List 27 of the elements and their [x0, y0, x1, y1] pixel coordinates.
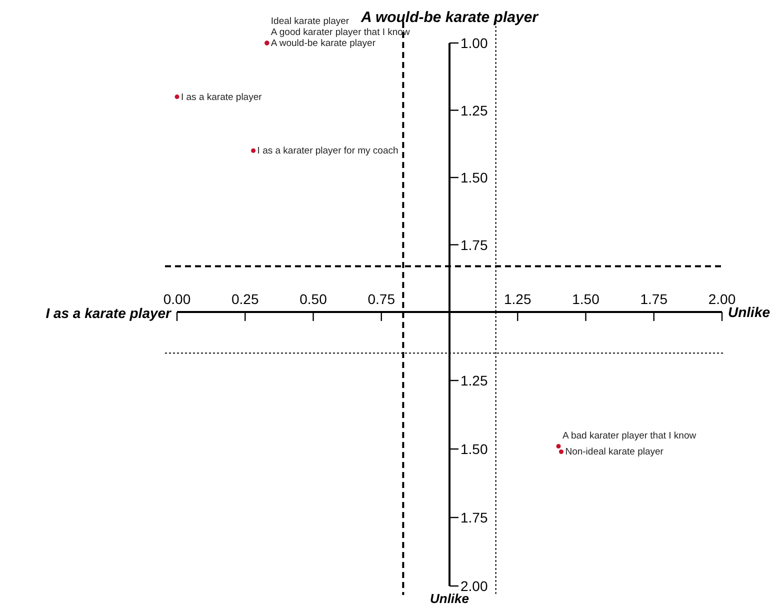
y-tick-label: 1.75	[460, 510, 488, 526]
series-label: A would-be karate player	[270, 38, 376, 49]
x-tick-label: 1.75	[640, 291, 668, 307]
y-tick-label: 1.25	[460, 102, 488, 118]
series-label: I as a karater player for my coach	[257, 146, 398, 157]
x-axis-title: Unlike	[728, 304, 770, 320]
series-label: Non-ideal karate player	[565, 446, 664, 458]
x-tick-label: 1.50	[572, 291, 600, 307]
x-tick-label: 1.25	[504, 291, 532, 307]
x-tick-label: 2.00	[708, 291, 736, 307]
x-tick-label: 0.00	[163, 291, 191, 307]
text: I as a karate player	[46, 305, 173, 321]
series-label: A good karater player that I know	[270, 27, 410, 38]
y-tick-label: 1.25	[460, 372, 488, 388]
y-tick-label: 2.00	[460, 578, 488, 594]
series-label: Ideal karate player	[270, 16, 350, 27]
series-label: A bad karater player that I know	[562, 430, 696, 442]
text: Unlike	[430, 591, 470, 606]
y-tick-label: 1.75	[460, 236, 488, 253]
x-tick-label: 0.25	[232, 291, 259, 307]
series-label: I as a karate player	[181, 92, 262, 103]
chart-title: A would-be karate player	[360, 9, 540, 26]
x-tick-label: 0.75	[368, 291, 396, 307]
y-tick-label: 1.50	[460, 441, 488, 457]
x-tick-label: 0.50	[300, 291, 328, 307]
y-tick-label: 1.50	[460, 170, 488, 186]
y-tick-label: 1.00	[460, 35, 488, 51]
